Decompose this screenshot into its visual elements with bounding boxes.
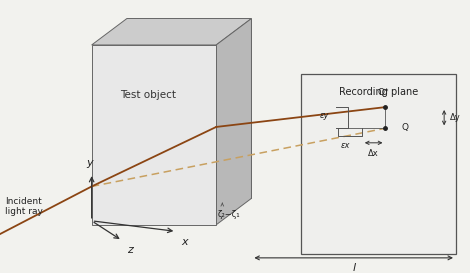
Polygon shape xyxy=(216,19,251,225)
Text: εx: εx xyxy=(341,141,350,150)
Polygon shape xyxy=(92,19,251,45)
Text: y: y xyxy=(86,158,93,168)
Text: l: l xyxy=(352,263,355,273)
Polygon shape xyxy=(127,19,251,198)
Text: εy: εy xyxy=(320,111,329,120)
Text: Q*: Q* xyxy=(377,88,389,97)
Polygon shape xyxy=(92,45,216,225)
Text: Recording plane: Recording plane xyxy=(339,87,418,97)
Text: Q: Q xyxy=(402,123,409,132)
Text: Δx: Δx xyxy=(368,149,379,158)
Text: ζ₂−ζ₁: ζ₂−ζ₁ xyxy=(218,210,240,219)
Bar xyxy=(301,74,456,254)
Text: Test object: Test object xyxy=(120,90,176,100)
Text: Δy: Δy xyxy=(450,113,461,122)
Text: z: z xyxy=(127,245,133,255)
Text: Incident
light ray: Incident light ray xyxy=(5,197,43,216)
Text: x: x xyxy=(181,237,188,247)
